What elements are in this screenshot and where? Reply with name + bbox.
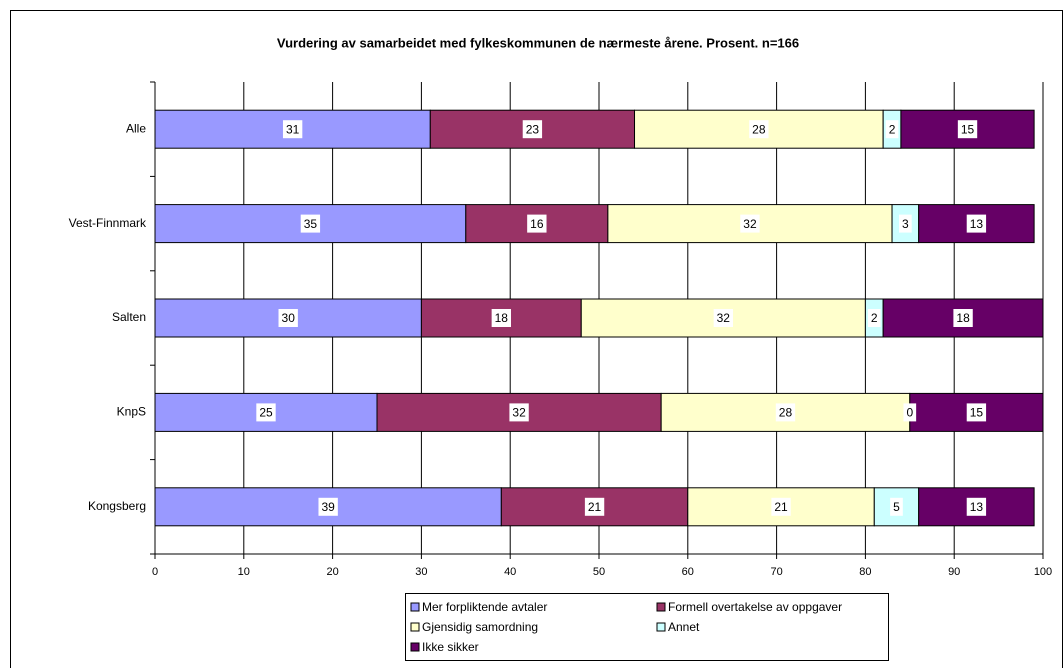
y-tick-label: KnpS (117, 405, 146, 419)
data-label-bg (318, 497, 338, 516)
legend-label: Mer forpliktende avtaler (422, 600, 547, 614)
y-tick-label: Vest-Finnmark (69, 216, 147, 230)
data-label-bg (890, 497, 903, 516)
data-label: 15 (961, 122, 975, 136)
data-label-bg (885, 120, 899, 139)
legend-label: Gjensidig samordning (422, 620, 538, 634)
data-label: 32 (512, 406, 526, 420)
data-label: 16 (530, 217, 544, 231)
data-label-bg (584, 497, 605, 516)
data-label: 3 (902, 217, 909, 231)
data-label-bg (300, 214, 321, 233)
bar-segment (154, 487, 502, 527)
legend-box (405, 593, 889, 661)
legend-swatch (656, 602, 666, 612)
x-tick-label: 80 (859, 566, 871, 578)
data-label: 32 (743, 217, 757, 231)
data-label: 23 (526, 122, 540, 136)
data-label: 28 (779, 406, 793, 420)
data-label-bg (867, 309, 881, 327)
x-tick-label: 70 (770, 566, 782, 578)
data-label-bg (966, 214, 987, 233)
data-label-bg (957, 120, 978, 139)
legend-label: Ikke sikker (422, 640, 479, 654)
x-tick-label: 30 (415, 566, 427, 578)
data-label-bg (775, 403, 796, 422)
data-label-bg (966, 497, 987, 516)
y-tick-label: Alle (126, 121, 146, 135)
data-label: 0 (906, 406, 913, 420)
legend-swatch (410, 642, 420, 652)
data-label-bg (278, 309, 298, 327)
data-label: 30 (282, 311, 296, 325)
data-label-bg (749, 120, 769, 139)
data-label: 21 (588, 500, 602, 514)
x-tick-label: 20 (326, 566, 338, 578)
data-label-bg (771, 497, 791, 516)
data-label: 21 (774, 500, 788, 514)
data-label-bg (256, 403, 276, 422)
legend-swatch (410, 602, 420, 612)
x-tick-label: 90 (948, 566, 960, 578)
data-label: 35 (304, 217, 318, 231)
chart-border (10, 10, 1063, 668)
data-label-bg (899, 214, 912, 233)
data-label-bg (740, 214, 760, 233)
x-tick-label: 100 (1034, 566, 1052, 578)
data-label-bg (713, 309, 733, 327)
data-label: 32 (717, 311, 731, 325)
data-label: 13 (970, 500, 984, 514)
data-label-bg (522, 120, 543, 139)
data-label-bg (903, 403, 917, 422)
x-tick-label: 50 (593, 566, 605, 578)
data-label: 15 (970, 406, 984, 420)
data-label-bg (282, 120, 303, 139)
data-label: 13 (970, 217, 984, 231)
data-label: 2 (871, 311, 878, 325)
data-label: 18 (495, 311, 509, 325)
legend-label: Formell overtakelse av oppgaver (668, 600, 842, 614)
data-label: 31 (286, 122, 300, 136)
data-label: 39 (321, 500, 335, 514)
legend-swatch (410, 622, 420, 632)
data-label: 5 (893, 500, 900, 514)
y-tick-label: Kongsberg (88, 499, 146, 513)
data-label: 28 (752, 122, 766, 136)
data-label: 25 (259, 406, 273, 420)
x-tick-label: 10 (238, 566, 250, 578)
data-label-bg (491, 309, 511, 327)
data-label-bg (953, 309, 973, 327)
data-label: 2 (889, 122, 896, 136)
x-tick-label: 0 (152, 566, 158, 578)
data-label: 18 (956, 311, 970, 325)
y-tick-label: Salten (112, 310, 146, 324)
x-tick-label: 60 (682, 566, 694, 578)
data-label-bg (509, 403, 529, 422)
x-tick-label: 40 (504, 566, 516, 578)
legend-swatch (656, 622, 666, 632)
legend-label: Annet (668, 620, 700, 634)
chart-title: Vurdering av samarbeidet med fylkeskommu… (277, 35, 799, 50)
data-label-bg (966, 403, 987, 422)
data-label-bg (527, 214, 547, 233)
